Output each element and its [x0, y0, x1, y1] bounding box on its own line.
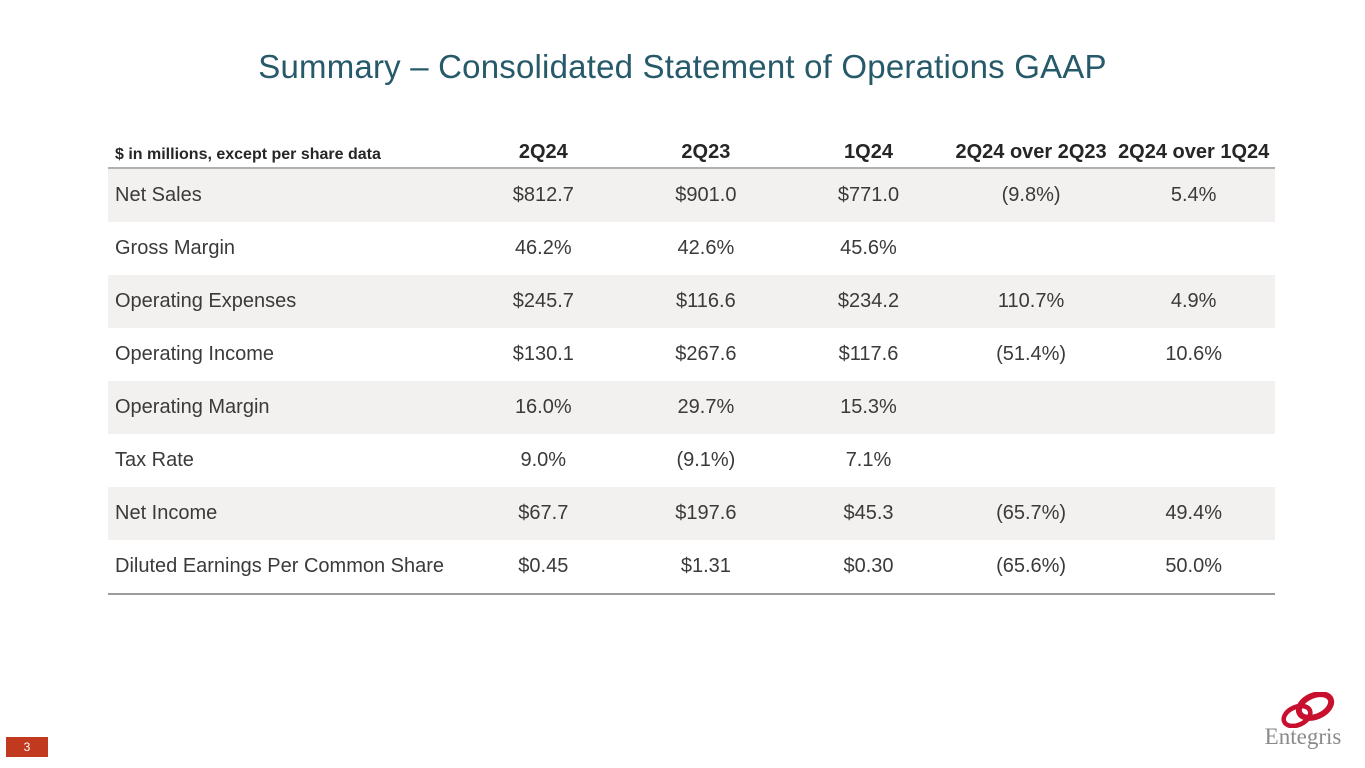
cell-value: $130.1	[512, 343, 574, 365]
cell-value: 16.0%	[514, 396, 572, 418]
table-row: Gross Margin 46.2% 42.6% 45.6%	[108, 222, 1275, 275]
table-units-note: $ in millions, except per share data	[115, 146, 381, 163]
cell-value: 46.2%	[514, 237, 572, 259]
row-label: Net Sales	[115, 184, 202, 206]
row-label: Diluted Earnings Per Common Share	[115, 555, 445, 577]
table-row: Operating Margin 16.0% 29.7% 15.3%	[108, 381, 1275, 434]
table-row: Net Sales $812.7 $901.0 $771.0 (9.8%) 5.4%	[108, 169, 1275, 222]
row-label: Operating Income	[115, 343, 274, 365]
financial-table: $ in millions, except per share data 2Q2…	[108, 130, 1275, 595]
cell-value: 4.9%	[1170, 290, 1217, 312]
cell-value: 29.7%	[677, 396, 735, 418]
table-row: Tax Rate 9.0% (9.1%) 7.1%	[108, 434, 1275, 487]
table-header-row: $ in millions, except per share data 2Q2…	[108, 130, 1275, 169]
cell-value: 9.0%	[520, 449, 567, 471]
cell-value: $234.2	[837, 290, 900, 312]
row-label: Tax Rate	[115, 449, 194, 471]
cell-value: 110.7%	[997, 290, 1065, 312]
entegris-logo: Entegris	[1256, 692, 1350, 748]
cell-value: $67.7	[518, 502, 569, 524]
cell-value: $1.31	[680, 555, 731, 577]
cell-value: $0.30	[843, 555, 894, 577]
cell-value: $267.6	[675, 343, 737, 365]
row-label: Operating Margin	[115, 396, 270, 418]
cell-value: (65.7%)	[996, 502, 1067, 524]
cell-value: $245.7	[512, 290, 574, 312]
cell-value: (65.6%)	[996, 555, 1067, 577]
cell-value: 50.0%	[1165, 555, 1223, 577]
cell-value: $116.6	[676, 290, 736, 312]
column-header-1q24: 1Q24	[844, 141, 893, 163]
cell-value: (9.8%)	[1001, 184, 1061, 206]
cell-value: 49.4%	[1165, 502, 1223, 524]
slide-title: Summary – Consolidated Statement of Oper…	[258, 48, 1107, 85]
table-body: Net Sales $812.7 $901.0 $771.0 (9.8%) 5.4% Gro…	[108, 169, 1275, 595]
cell-value: 7.1%	[845, 449, 892, 471]
page-number-badge: 3	[6, 737, 48, 757]
row-label: Operating Expenses	[115, 290, 297, 312]
entegris-rings-icon	[1281, 692, 1335, 728]
cell-value: $771.0	[837, 184, 900, 206]
cell-value: (9.1%)	[676, 449, 736, 471]
cell-value: $0.45	[518, 555, 569, 577]
table-row: Operating Income $130.1 $267.6 $117.6 (51.4%…	[108, 328, 1275, 381]
row-label: Gross Margin	[115, 237, 236, 259]
cell-value: 15.3%	[840, 396, 897, 418]
row-label: Net Income	[115, 502, 218, 524]
cell-value: 5.4%	[1170, 184, 1217, 206]
cell-value: 10.6%	[1165, 343, 1223, 365]
cell-value: 42.6%	[677, 237, 735, 259]
table-row: Diluted Earnings Per Common Share $0.45 $1…	[108, 540, 1275, 593]
cell-value: $45.3	[843, 502, 894, 524]
column-header-2q23: 2Q23	[681, 141, 731, 163]
cell-value: $901.0	[675, 184, 737, 206]
table-row: Net Income $67.7 $197.6 $45.3 (65.7%) 49.4%	[108, 487, 1275, 540]
column-header-2q24: 2Q24	[518, 141, 568, 163]
cell-value: $812.7	[512, 184, 574, 206]
cell-value: $197.6	[675, 502, 737, 524]
cell-value: (51.4%)	[996, 343, 1067, 365]
table-row: Operating Expenses $245.7 $116.6 $234.2 110.…	[108, 275, 1275, 328]
cell-value: 45.6%	[840, 237, 897, 259]
column-header-2q24-over-2q23: 2Q24 over 2Q23	[955, 141, 1107, 163]
entegris-wordmark: Entegris	[1264, 724, 1342, 749]
column-header-2q24-over-1q24: 2Q24 over 1Q24	[1118, 141, 1270, 163]
cell-value: $117.6	[838, 343, 899, 365]
